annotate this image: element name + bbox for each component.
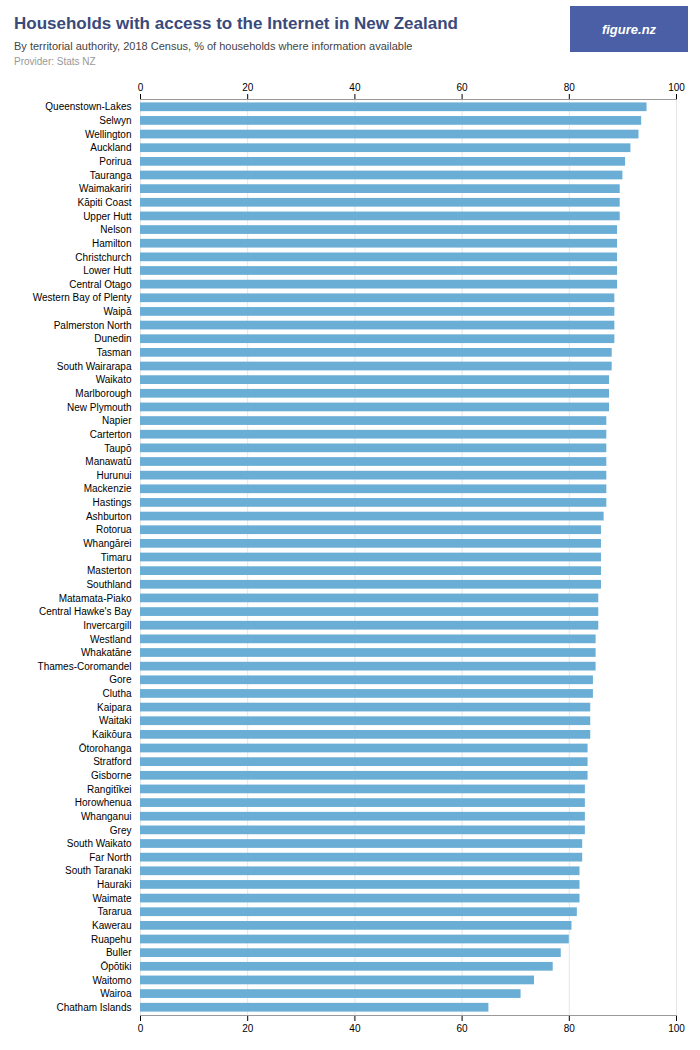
svg-text:Grey: Grey	[110, 825, 132, 836]
svg-text:Rangitīkei: Rangitīkei	[87, 784, 131, 795]
svg-text:0: 0	[138, 1023, 144, 1034]
svg-text:Palmerston North: Palmerston North	[54, 320, 132, 331]
svg-text:Whanganui: Whanganui	[81, 811, 132, 822]
svg-text:Nelson: Nelson	[100, 225, 131, 236]
svg-text:Thames-Coromandel: Thames-Coromandel	[38, 661, 132, 672]
svg-text:80: 80	[564, 82, 576, 93]
svg-text:Kaikōura: Kaikōura	[92, 729, 132, 740]
svg-text:Christchurch: Christchurch	[75, 252, 131, 263]
svg-text:Lower Hutt: Lower Hutt	[83, 266, 132, 277]
svg-text:Waikato: Waikato	[96, 375, 132, 386]
svg-text:Napier: Napier	[102, 416, 132, 427]
svg-text:Carterton: Carterton	[90, 429, 132, 440]
svg-text:Western Bay of Plenty: Western Bay of Plenty	[33, 293, 132, 304]
svg-text:100: 100	[668, 1023, 685, 1034]
svg-text:Hauraki: Hauraki	[97, 880, 131, 891]
svg-text:Waitaki: Waitaki	[99, 716, 131, 727]
svg-text:New Plymouth: New Plymouth	[67, 402, 131, 413]
svg-text:Auckland: Auckland	[90, 143, 131, 154]
svg-text:Gore: Gore	[109, 675, 132, 686]
svg-text:Marlborough: Marlborough	[75, 388, 131, 399]
svg-text:Waimate: Waimate	[92, 893, 132, 904]
svg-text:Clutha: Clutha	[103, 689, 132, 700]
svg-text:Tararua: Tararua	[98, 907, 132, 918]
svg-text:Kaipara: Kaipara	[97, 702, 132, 713]
svg-text:Central Otago: Central Otago	[69, 279, 132, 290]
svg-text:Porirua: Porirua	[99, 156, 132, 167]
svg-text:Timaru: Timaru	[101, 552, 132, 563]
svg-text:South Wairarapa: South Wairarapa	[57, 361, 132, 372]
svg-text:Ashburton: Ashburton	[86, 511, 132, 522]
svg-text:Whakatāne: Whakatāne	[81, 648, 132, 659]
svg-text:Manawatū: Manawatū	[85, 457, 131, 468]
svg-text:Waipā: Waipā	[104, 307, 132, 318]
svg-text:Westland: Westland	[90, 634, 132, 645]
svg-text:Waimakariri: Waimakariri	[79, 184, 131, 195]
svg-text:Whangārei: Whangārei	[83, 538, 131, 549]
svg-text:20: 20	[242, 1023, 254, 1034]
svg-text:Horowhenua: Horowhenua	[75, 798, 132, 809]
svg-text:Hamilton: Hamilton	[92, 238, 131, 249]
svg-text:Far North: Far North	[89, 852, 131, 863]
svg-text:Waitomo: Waitomo	[92, 975, 132, 986]
svg-text:Upper Hutt: Upper Hutt	[83, 211, 132, 222]
svg-text:Chatham Islands: Chatham Islands	[56, 1002, 131, 1013]
svg-text:Hurunui: Hurunui	[96, 470, 131, 481]
html-text:By territorial authority, 2018: By territorial authority, 2018 Census, %…	[14, 40, 413, 53]
svg-text:Matamata-Piako: Matamata-Piako	[59, 593, 132, 604]
svg-text:Southland: Southland	[86, 579, 131, 590]
svg-text:Rotorua: Rotorua	[96, 525, 132, 536]
svg-text:80: 80	[564, 1023, 576, 1034]
svg-text:South Taranaki: South Taranaki	[65, 866, 132, 877]
svg-text:Taupō: Taupō	[104, 443, 132, 454]
svg-text:60: 60	[457, 82, 469, 93]
svg-text:Ōtorohanga: Ōtorohanga	[79, 743, 132, 754]
svg-text:60: 60	[457, 1023, 469, 1034]
svg-text:Buller: Buller	[106, 948, 132, 959]
svg-text:Mackenzie: Mackenzie	[84, 484, 132, 495]
svg-text:Kawerau: Kawerau	[92, 920, 131, 931]
svg-text:South Waikato: South Waikato	[67, 839, 132, 850]
svg-text:Hastings: Hastings	[93, 498, 132, 509]
svg-text:40: 40	[349, 82, 361, 93]
html-text:Provider: Stats NZ: Provider: Stats NZ	[14, 56, 96, 68]
html-text:figure.nz: figure.nz	[601, 21, 657, 37]
svg-text:Queenstown-Lakes: Queenstown-Lakes	[45, 102, 131, 113]
svg-text:40: 40	[349, 1023, 361, 1034]
svg-text:20: 20	[242, 82, 254, 93]
svg-text:Dunedin: Dunedin	[94, 334, 131, 345]
svg-text:Masterton: Masterton	[87, 566, 131, 577]
svg-text:Selwyn: Selwyn	[99, 116, 131, 127]
svg-text:Invercargill: Invercargill	[83, 620, 131, 631]
svg-text:Kāpiti Coast: Kāpiti Coast	[78, 197, 132, 208]
html-text:Households with access to the: Households with access to the Internet i…	[14, 14, 458, 33]
svg-text:Tauranga: Tauranga	[90, 170, 132, 181]
svg-text:Stratford: Stratford	[93, 757, 131, 768]
svg-text:Wellington: Wellington	[85, 129, 132, 140]
svg-text:Ruapehu: Ruapehu	[91, 934, 132, 945]
svg-text:0: 0	[138, 82, 144, 93]
svg-text:Tasman: Tasman	[96, 347, 131, 358]
svg-text:100: 100	[668, 82, 685, 93]
svg-text:Ōpōtiki: Ōpōtiki	[100, 961, 131, 972]
svg-text:Gisborne: Gisborne	[91, 770, 132, 781]
svg-text:Central Hawke's Bay: Central Hawke's Bay	[39, 607, 132, 618]
svg-text:Wairoa: Wairoa	[100, 989, 132, 1000]
